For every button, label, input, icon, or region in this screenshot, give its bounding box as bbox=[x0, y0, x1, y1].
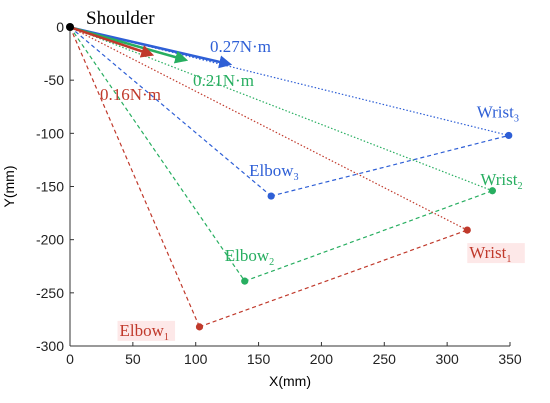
wrist-label-1-bg bbox=[467, 243, 525, 264]
y-tick-label: -150 bbox=[36, 179, 64, 195]
wrist-label-2-main: Wrist bbox=[480, 170, 517, 189]
elbow-label-2-text: Elbow2 bbox=[225, 246, 274, 268]
x-axis-label: X(mm) bbox=[269, 373, 311, 389]
elbow-label-1-text: Elbow1 bbox=[119, 321, 168, 343]
wrist-label-3-main: Wrist bbox=[477, 102, 514, 121]
elbow-label-2-subscript: 2 bbox=[269, 257, 274, 268]
upper-arm-3 bbox=[69, 26, 272, 197]
forearm-2 bbox=[244, 190, 493, 282]
wrist-label-2-text: Wrist2 bbox=[480, 170, 522, 192]
x-tick-label: 50 bbox=[125, 351, 141, 367]
y-tick-label: 0 bbox=[56, 19, 64, 35]
wrist-label-3: Wrist3 bbox=[477, 102, 519, 124]
torque-arrow-1 bbox=[72, 26, 155, 58]
wrist-label-3-text: Wrist3 bbox=[477, 102, 519, 124]
series-layer bbox=[66, 23, 513, 331]
wrist-label-2: Wrist2 bbox=[480, 170, 522, 192]
shoulder-wrist-line-1 bbox=[69, 26, 468, 231]
shoulder-label: Shoulder bbox=[86, 8, 155, 29]
shoulder-label-text: Shoulder bbox=[86, 8, 155, 29]
x-tick-label: 100 bbox=[184, 351, 208, 367]
x-tick-label: 200 bbox=[310, 351, 334, 367]
upper-arm-2 bbox=[69, 26, 246, 282]
elbow-label-1-bg bbox=[117, 320, 176, 341]
upper-arm-1 bbox=[69, 26, 201, 328]
y-tick-label: -100 bbox=[36, 125, 64, 141]
torque-label-3-main: 0.27N·m bbox=[210, 37, 271, 56]
wrist-point-3 bbox=[505, 131, 513, 140]
wrist-point-1 bbox=[463, 226, 471, 234]
torque-label-3-text: 0.27N·m bbox=[210, 37, 271, 56]
x-tick-label: 150 bbox=[247, 351, 271, 367]
elbow-point-2 bbox=[241, 277, 249, 285]
torque-label-2: 0.21N·m bbox=[193, 71, 254, 90]
wrist-label-1-subscript: 1 bbox=[506, 254, 511, 265]
torque-label-3: 0.27N·m bbox=[210, 37, 271, 56]
x-tick-label: 0 bbox=[66, 351, 74, 367]
wrist-label-1-main: Wrist bbox=[469, 243, 506, 262]
wrist-label-2-subscript: 2 bbox=[517, 181, 522, 192]
torque-label-2-main: 0.21N·m bbox=[193, 71, 254, 90]
elbow-label-2: Elbow2 bbox=[225, 246, 274, 268]
shoulder-point bbox=[66, 23, 74, 31]
y-tick-label: -250 bbox=[36, 285, 64, 301]
axes-layer: 0 50 100 150 200 250 300 350 0 -50 -100 -150 -200 -2… bbox=[1, 19, 522, 389]
y-tick-label: -200 bbox=[36, 232, 64, 248]
wrist-label-3-subscript: 3 bbox=[514, 113, 519, 124]
y-axis-label: Y(mm) bbox=[1, 166, 17, 208]
forearm-3 bbox=[270, 134, 509, 197]
y-tick-label: -300 bbox=[36, 338, 64, 354]
wrist-point-2 bbox=[488, 187, 496, 195]
forearm-1 bbox=[199, 229, 468, 328]
elbow-point-3 bbox=[267, 192, 275, 200]
torque-label-1-main: 0.16N·m bbox=[100, 85, 161, 104]
x-tick-label: 300 bbox=[435, 351, 459, 367]
elbow-label-3: Elbow3 bbox=[249, 161, 298, 183]
x-tick-label: 350 bbox=[498, 351, 522, 367]
x-tick-label: 250 bbox=[373, 351, 397, 367]
elbow-label-1-main: Elbow bbox=[119, 321, 164, 340]
y-axis-ticks: 0 -50 -100 -150 -200 -250 -300 bbox=[36, 19, 74, 354]
torque-label-1: 0.16N·m bbox=[100, 85, 161, 104]
x-axis-ticks: 0 50 100 150 200 250 300 350 bbox=[66, 342, 522, 367]
wrist-label-1: Wrist1 bbox=[467, 243, 525, 265]
elbow-label-2-main: Elbow bbox=[225, 246, 270, 265]
labels-layer: ShoulderElbow1Elbow2Elbow3Wrist1Wrist2Wr… bbox=[86, 8, 525, 343]
elbow-label-1-subscript: 1 bbox=[164, 332, 169, 343]
torque-label-2-text: 0.21N·m bbox=[193, 71, 254, 90]
elbow-label-3-subscript: 3 bbox=[294, 172, 299, 183]
torque-label-1-text: 0.16N·m bbox=[100, 85, 161, 104]
elbow-label-1: Elbow1 bbox=[117, 320, 176, 343]
shoulder-label-main: Shoulder bbox=[86, 8, 155, 29]
wrist-label-1-text: Wrist1 bbox=[469, 243, 511, 265]
y-tick-label: -50 bbox=[44, 72, 64, 88]
elbow-label-3-main: Elbow bbox=[249, 161, 294, 180]
elbow-point-1 bbox=[195, 323, 204, 331]
elbow-label-3-text: Elbow3 bbox=[249, 161, 298, 183]
